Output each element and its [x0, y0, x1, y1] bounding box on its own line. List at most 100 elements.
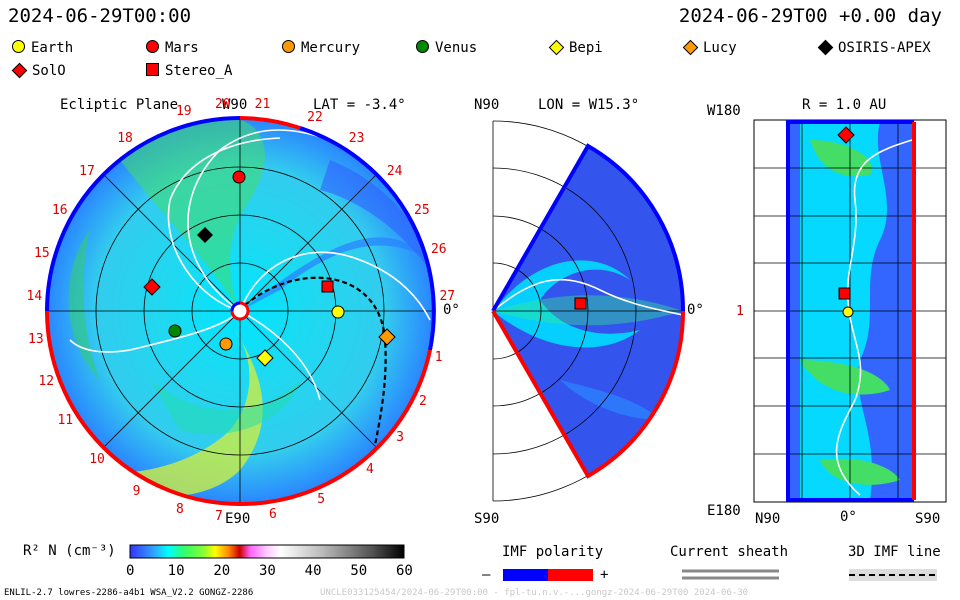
rotation-label: 24 [386, 164, 403, 180]
ecliptic-border-pos-2 [239, 349, 432, 507]
mars-marker [232, 170, 246, 184]
rotation-label: 2 [419, 393, 427, 409]
imf-positive-swatch [548, 569, 593, 581]
meridional-border-pos [491, 310, 686, 479]
circle-icon [416, 40, 429, 53]
stereo-a-marker [321, 280, 334, 293]
density-colorbar [129, 544, 405, 559]
left-timestamp: 2024-06-29T00:00 [8, 5, 192, 27]
ecliptic-plane-panel [45, 116, 436, 507]
legend-label: Earth [31, 40, 74, 56]
meridional-right-label: 0° [687, 302, 704, 318]
rotation-label: 1 [434, 349, 443, 365]
ecliptic-title: Ecliptic Plane [60, 97, 179, 113]
ecliptic-border-neg-1 [45, 116, 241, 312]
rotation-label: 13 [28, 331, 44, 347]
rotation-label: 20 [214, 96, 231, 112]
imf-3d-swatch [849, 569, 937, 581]
footer-model-info: ENLIL-2.7 lowres-2286-a4b1 WSA_V2.2 GONG… [4, 588, 254, 598]
legend-item-earth: Earth [12, 40, 73, 56]
current-sheath-title: Current sheath [670, 544, 789, 560]
radial-top-left-label: W180 [707, 103, 741, 119]
rotation-label: 16 [51, 202, 68, 218]
meridional-top-label: N90 [474, 97, 500, 113]
mercury-marker [219, 337, 233, 351]
rotation-label: 5 [317, 492, 326, 508]
radial-mid-label: 1 [736, 304, 744, 319]
rotation-label: 15 [34, 245, 50, 261]
legend-label: Stereo_A [165, 63, 233, 79]
rotation-label: 7 [214, 509, 223, 525]
ecliptic-top-label: W90 [222, 97, 248, 113]
imf-3d-title: 3D IMF line [848, 544, 941, 560]
rotation-label: 18 [117, 131, 133, 147]
rotation-label: 14 [26, 288, 43, 304]
colorbar-tick-label: 50 [350, 563, 368, 579]
radial-stereo-a-marker [838, 287, 851, 300]
radial-x-label-s90: S90 [915, 511, 941, 527]
circle-icon [12, 40, 25, 53]
imf-plus-label: + [600, 567, 609, 583]
radial-r-label: R = 1.0 AU [802, 97, 887, 113]
radial-panel [753, 119, 947, 503]
rotation-label: 11 [57, 412, 74, 428]
circle-icon [282, 40, 295, 53]
colorbar-tick-label: 0 [126, 563, 135, 579]
rotation-label: 10 [89, 451, 105, 467]
radial-earth-marker [842, 306, 854, 318]
rotation-label: 25 [414, 202, 430, 218]
rotation-label: 17 [79, 164, 95, 180]
rotation-label: 4 [366, 461, 374, 477]
rotation-label: 9 [132, 484, 141, 500]
rotation-label: 22 [307, 109, 323, 125]
ecliptic-border-pos-3 [239, 116, 301, 130]
legend-item-mars: Mars [146, 40, 199, 56]
rotation-label: 19 [175, 104, 192, 120]
legend-item-stereo-a: Stereo_A [146, 63, 232, 79]
ecliptic-border-pos-1 [45, 310, 241, 506]
rotation-label: 12 [38, 373, 55, 389]
legend-label: OSIRIS-APEX [838, 40, 931, 56]
ecliptic-border-neg-2 [299, 126, 436, 351]
legend-label: SolO [32, 63, 66, 79]
bepi-marker [256, 349, 274, 367]
colorbar-tick-label: 20 [213, 563, 231, 579]
radial-sheath [835, 139, 913, 496]
imf-minus-label: – [482, 567, 491, 583]
meridional-sheath [492, 278, 684, 316]
ecliptic-lat-label: LAT = -3.4° [313, 97, 406, 113]
solo-marker [143, 278, 161, 296]
ecliptic-bottom-label: E90 [225, 511, 251, 527]
rotation-label: 26 [430, 242, 447, 258]
meridional-lon-label: LON = W15.3° [538, 97, 640, 113]
osiris-apex-marker [197, 227, 213, 243]
imf-polarity-title: IMF polarity [502, 544, 604, 560]
ecliptic-right-label: 0° [443, 302, 460, 318]
imf-spirals [69, 129, 431, 401]
rotation-label: 6 [268, 506, 277, 522]
colorbar-tick-label: 40 [304, 563, 322, 579]
legend-item-bepi: Bepi [548, 39, 603, 56]
radial-x-label-0: 0° [840, 509, 857, 525]
colorbar-tick-label: 10 [167, 563, 185, 579]
current-sheath-swatch [682, 569, 779, 581]
rotation-label: 27 [439, 288, 456, 304]
legend-item-venus: Venus [416, 40, 477, 56]
venus-marker [168, 324, 182, 338]
rotation-label: 3 [396, 430, 404, 446]
circle-icon [146, 40, 159, 53]
legend-label: Lucy [703, 40, 737, 56]
meridional-stereo-a-marker [574, 297, 587, 310]
imf-negative-swatch [503, 569, 548, 581]
legend-label: Mercury [301, 40, 361, 56]
meridional-border-neg [491, 143, 686, 312]
square-icon [146, 63, 159, 76]
meridional-plane-panel [491, 120, 686, 502]
legend-item-solo: SolO [11, 62, 66, 79]
rotation-label: 21 [254, 97, 271, 113]
colorbar-label: R² N (cm⁻³) [23, 543, 116, 559]
radial-x-label-n90: N90 [755, 511, 781, 527]
legend-item-osiris-apex: OSIRIS-APEX [817, 39, 931, 56]
lucy-marker [378, 328, 396, 346]
